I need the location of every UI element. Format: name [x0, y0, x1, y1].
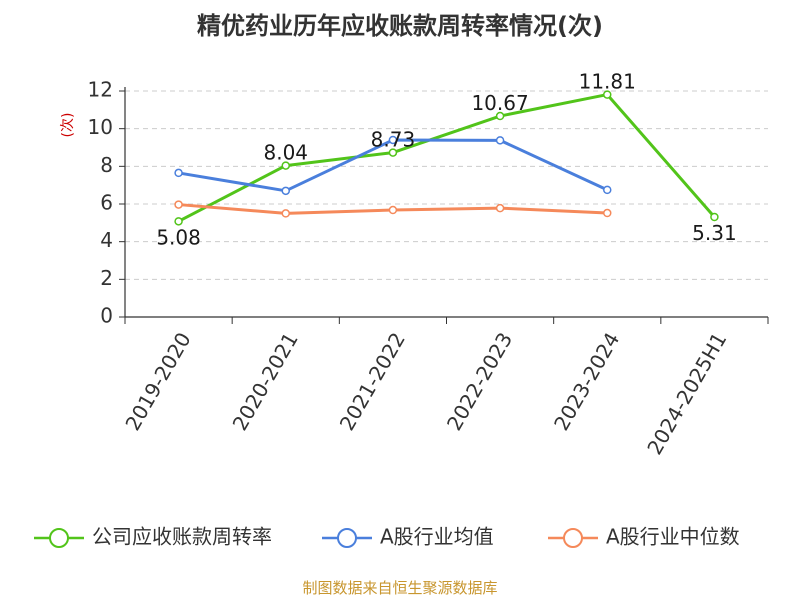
data-point — [495, 203, 505, 213]
legend-label: A股行业中位数 — [606, 525, 740, 549]
y-tick-label: 2 — [100, 266, 113, 290]
data-point — [495, 111, 505, 121]
y-tick-label: 8 — [100, 153, 113, 177]
data-point — [603, 90, 612, 99]
data-label: 10.67 — [471, 91, 528, 115]
chart-title: 精优药业历年应收账款周转率情况(次) — [197, 12, 603, 40]
series-line — [177, 93, 716, 223]
data-point — [174, 217, 183, 226]
x-tick-label: 2020-2021 — [228, 328, 303, 434]
data-label: 8.04 — [263, 141, 308, 165]
data-label: 8.73 — [371, 128, 416, 152]
legend-item[interactable]: A股行业均值 — [322, 525, 494, 549]
gridlines — [125, 90, 768, 280]
data-point — [281, 209, 290, 218]
data-point — [388, 135, 398, 145]
data-point — [495, 136, 505, 145]
x-tick-label: 2022-2023 — [442, 328, 517, 434]
legend-marker-icon — [337, 528, 357, 548]
data-point — [174, 200, 183, 209]
data-labels: 5.08 8.04 8.73 10.67 11.81 5.31 — [156, 70, 736, 250]
y-tick-label: 4 — [100, 228, 113, 252]
data-point — [388, 205, 398, 215]
data-label: 5.31 — [692, 221, 737, 245]
y-tick-label: 10 — [88, 115, 113, 139]
data-point — [174, 168, 183, 178]
y-tick-label: 12 — [88, 78, 113, 102]
legend: 公司应收账款周转率 A股行业均值 A股行业中位数 — [34, 525, 740, 549]
x-tick-label: 2021-2022 — [335, 328, 410, 434]
y-axis-unit-label: (次) — [60, 113, 76, 138]
y-tick-label: 0 — [100, 304, 113, 328]
source-note: 制图数据来自恒生聚源数据库 — [302, 579, 497, 597]
y-tick-label: 6 — [100, 191, 113, 215]
x-tick-label: 2024-2025H1 — [642, 328, 731, 458]
data-point — [710, 212, 719, 222]
legend-item[interactable]: A股行业中位数 — [548, 525, 740, 549]
x-tick-label: 2019-2020 — [120, 328, 195, 434]
series-layer — [174, 90, 719, 226]
data-point — [281, 186, 290, 196]
data-point — [603, 208, 612, 218]
legend-marker-icon — [563, 528, 583, 548]
x-tick-label: 2023-2024 — [549, 328, 624, 434]
legend-label: 公司应收账款周转率 — [92, 525, 272, 549]
legend-label: A股行业均值 — [380, 525, 494, 549]
data-point — [388, 148, 398, 157]
legend-item[interactable]: 公司应收账款周转率 — [34, 525, 272, 549]
data-point — [603, 185, 612, 195]
axes: 0 2 4 6 8 10 12 2019-2020 2020-2021 2021-2022 2022… — [88, 78, 769, 459]
data-label: 5.08 — [156, 226, 201, 250]
data-label: 11.81 — [579, 70, 636, 94]
data-point — [281, 161, 290, 170]
legend-marker-icon — [49, 528, 69, 548]
